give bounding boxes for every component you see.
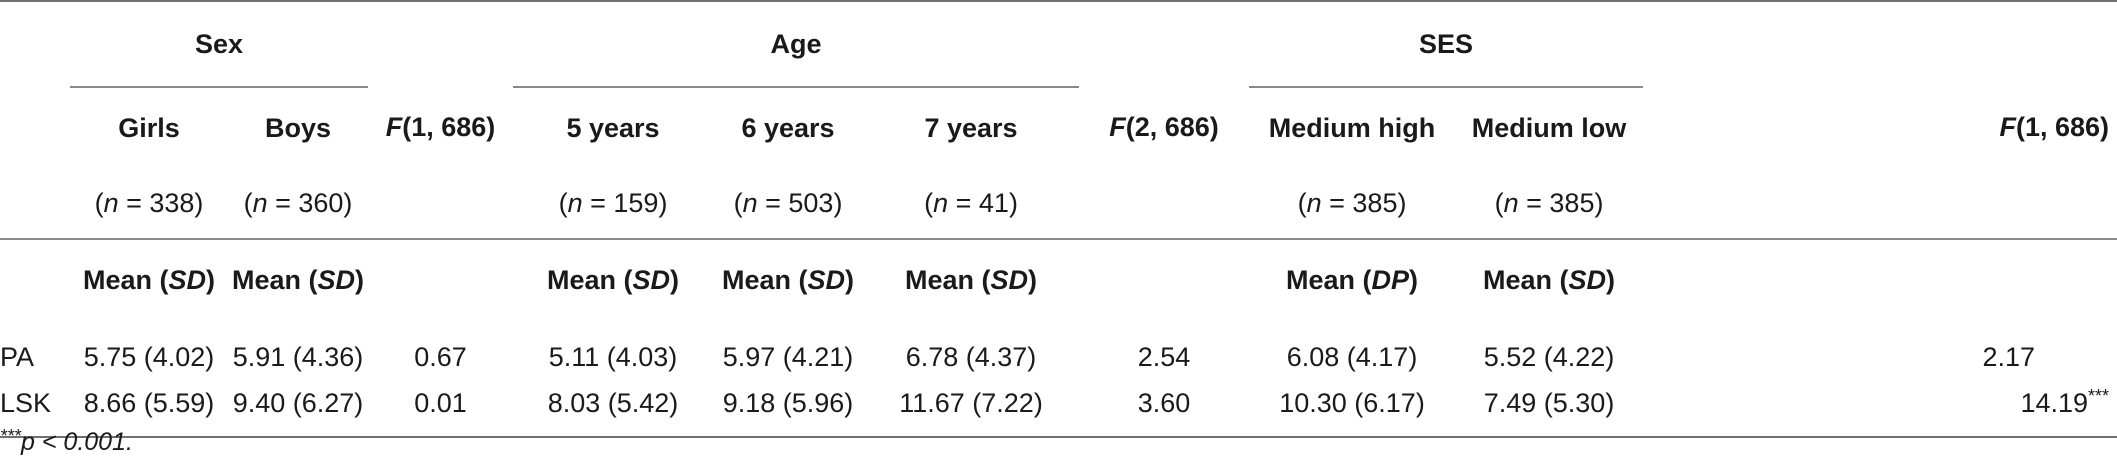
cell-7-years: 11.67 (7.22) [899, 387, 1043, 418]
cell-f-sex: 0.67 [414, 341, 467, 372]
n-girls: (n = 338) [94, 187, 204, 218]
results-table: Sex Age SES Girls Boys F(1, 686) 5 years… [0, 1, 2117, 437]
cell-5-years: 8.03 (5.42) [547, 387, 679, 418]
col-7-years: 7 years [924, 112, 1018, 143]
group-header-row: Sex Age SES [0, 1, 2117, 88]
cell-7-years: 6.78 (4.37) [905, 341, 1037, 372]
mean-dp-medium-high: Mean (DP) [1286, 264, 1419, 295]
mean-sd-5-years: Mean (SD) [547, 264, 680, 295]
cell-f-age: 2.54 [1137, 341, 1191, 372]
mean-sd-6-years: Mean (SD) [722, 264, 855, 295]
group-header-sex: Sex [70, 1, 369, 88]
col-girls: Girls [118, 112, 180, 143]
mean-sd-medium-low: Mean (SD) [1483, 264, 1616, 295]
cell-f-ses: 2.17 [1982, 341, 2036, 372]
table-row: LSK 8.66 (5.59) 9.40 (6.27) 0.01 8.03 (5… [0, 380, 2117, 437]
column-header-row: Girls Boys F(1, 686) 5 years 6 years 7 y… [0, 87, 2117, 168]
mean-sd-header-row: Mean (SD) Mean (SD) Mean (SD) Mean (SD) … [0, 239, 2117, 320]
cell-f-age: 3.60 [1137, 387, 1191, 418]
group-header-ses: SES [1249, 1, 1644, 88]
table-footnote: ***p < 0.001. [0, 426, 133, 456]
table-row: PA 5.75 (4.02) 5.91 (4.36) 0.67 5.11 (4.… [0, 320, 2117, 380]
row-label: LSK [0, 387, 52, 418]
sample-size-row: (n = 338) (n = 360) (n = 159) (n = 503) … [0, 168, 2117, 239]
col-medium-high: Medium high [1268, 112, 1436, 143]
col-5-years: 5 years [566, 112, 660, 143]
cell-medium-high: 10.30 (6.17) [1279, 387, 1425, 418]
col-6-years: 6 years [741, 112, 835, 143]
cell-medium-high: 6.08 (4.17) [1286, 341, 1418, 372]
cell-5-years: 5.11 (4.03) [548, 341, 678, 372]
n-5-years: (n = 159) [558, 187, 668, 218]
cell-boys: 5.91 (4.36) [232, 341, 364, 372]
cell-medium-low: 7.49 (5.30) [1483, 387, 1615, 418]
col-boys: Boys [264, 112, 332, 143]
col-f-sex: F(1, 686) [385, 112, 496, 142]
mean-sd-girls: Mean (SD) [82, 264, 216, 295]
cell-6-years: 9.18 (5.96) [722, 387, 854, 418]
cell-girls: 5.75 (4.02) [83, 341, 215, 372]
group-header-age: Age [513, 1, 1080, 88]
cell-f-ses: 14.19*** [2020, 385, 2110, 418]
cell-medium-low: 5.52 (4.22) [1483, 341, 1615, 372]
cell-boys: 9.40 (6.27) [232, 387, 364, 418]
n-7-years: (n = 41) [924, 187, 1018, 218]
mean-sd-7-years: Mean (SD) [905, 264, 1038, 295]
n-boys: (n = 360) [243, 187, 353, 218]
row-label: PA [0, 341, 35, 372]
cell-f-sex: 0.01 [414, 387, 467, 418]
n-6-years: (n = 503) [733, 187, 843, 218]
cell-girls: 8.66 (5.59) [83, 387, 215, 418]
n-medium-high: (n = 385) [1297, 187, 1407, 218]
col-medium-low: Medium low [1471, 112, 1627, 143]
cell-6-years: 5.97 (4.21) [722, 341, 854, 372]
mean-sd-boys: Mean (SD) [231, 264, 365, 295]
col-f-ses: F(1, 686) [1999, 112, 2110, 142]
col-f-age: F(2, 686) [1109, 112, 1219, 142]
n-medium-low: (n = 385) [1494, 187, 1604, 218]
